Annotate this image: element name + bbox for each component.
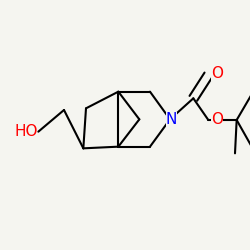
Text: N: N	[166, 112, 177, 127]
Text: O: O	[211, 66, 223, 81]
Text: O: O	[211, 112, 223, 128]
Text: HO: HO	[15, 124, 38, 139]
